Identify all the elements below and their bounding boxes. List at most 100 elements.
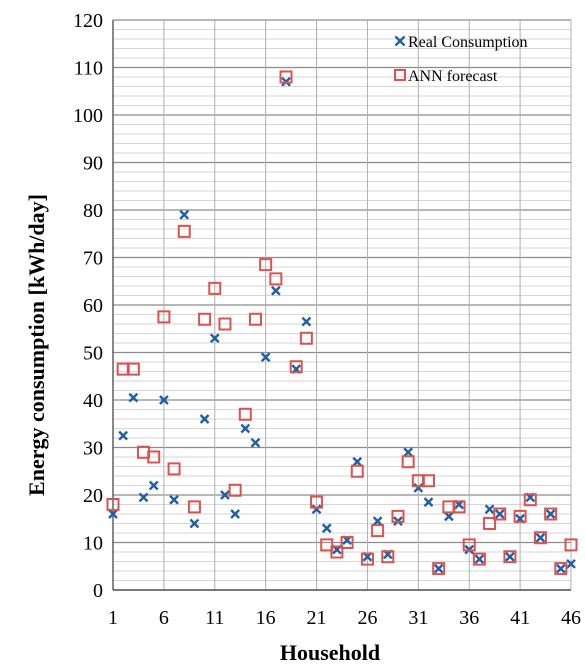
ann-forecast-point <box>299 331 313 345</box>
ann-forecast-point <box>360 552 374 566</box>
ann-forecast-point <box>513 509 527 523</box>
real-consumption-point <box>505 551 515 562</box>
ann-forecast-point <box>350 464 364 478</box>
real-consumption-point <box>189 518 200 529</box>
ann-forecast-point <box>371 524 385 538</box>
y-tick-label: 120 <box>73 10 103 32</box>
ann-forecast-point <box>432 562 446 576</box>
ann-forecast-point <box>147 450 161 464</box>
real-consumption-point <box>535 532 546 543</box>
x-tick-label: 1 <box>108 607 118 629</box>
real-consumption-point <box>494 509 505 519</box>
real-consumption-point <box>301 316 312 327</box>
legend-label-ann: ANN forecast <box>408 68 498 85</box>
real-consumption-point <box>372 516 383 526</box>
real-consumption-point <box>220 490 230 500</box>
ann-forecast-point <box>208 281 222 295</box>
real-consumption-point <box>474 554 485 564</box>
series-ann-forecast <box>106 70 578 576</box>
x-tick-label: 46 <box>561 607 581 629</box>
ann-forecast-point <box>289 360 303 374</box>
real-consumption-point <box>108 509 118 519</box>
x-tick-label: 11 <box>205 607 224 629</box>
ann-forecast-point <box>340 536 354 549</box>
x-tick-label: 31 <box>408 607 428 629</box>
ann-forecast-point <box>483 517 497 530</box>
y-tick-label: 10 <box>83 533 103 555</box>
real-consumption-point <box>199 414 210 424</box>
x-tick-label: 36 <box>459 607 479 629</box>
real-consumption-point <box>352 456 363 467</box>
ann-forecast-point <box>248 312 262 326</box>
y-tick-label: 20 <box>83 485 103 507</box>
ann-forecast-point <box>187 500 201 514</box>
real-consumption-point <box>260 352 271 363</box>
y-tick-label: 40 <box>83 390 103 412</box>
real-consumption-point <box>321 523 332 534</box>
real-consumption-point <box>444 511 454 522</box>
ann-forecast-point <box>401 455 415 469</box>
ann-forecast-point <box>320 538 334 552</box>
real-consumption-point <box>566 559 576 569</box>
legend-marker-ann <box>394 69 406 81</box>
legend: Real Consumption ANN forecast <box>394 34 528 85</box>
ann-forecast-point <box>564 538 578 552</box>
ann-forecast-point <box>533 531 547 545</box>
real-consumption-point <box>138 492 149 503</box>
ann-forecast-point <box>198 312 212 326</box>
ann-forecast-point <box>126 362 140 376</box>
real-consumption-point <box>230 509 240 519</box>
y-tick-label: 50 <box>83 343 103 365</box>
y-tick-label: 0 <box>93 580 103 602</box>
y-tick-label: 60 <box>83 295 103 317</box>
x-tick-label: 41 <box>510 607 530 629</box>
ann-forecast-point <box>279 70 293 84</box>
ann-forecast-point <box>381 550 395 564</box>
x-tick-label: 21 <box>307 607 327 629</box>
real-consumption-point <box>433 563 444 574</box>
real-consumption-point <box>209 333 220 344</box>
legend-marker-real <box>394 35 406 47</box>
y-tick-label: 100 <box>73 105 103 127</box>
y-tick-label: 30 <box>83 438 103 460</box>
x-axis-title: Household <box>280 640 380 665</box>
x-tick-label: 26 <box>357 607 377 629</box>
real-consumption-point <box>423 497 434 507</box>
y-tick-label: 80 <box>83 200 103 222</box>
real-consumption-point <box>311 504 322 515</box>
x-tick-label: 6 <box>159 607 169 629</box>
ann-forecast-point <box>493 507 507 521</box>
real-consumption-point <box>270 285 281 296</box>
real-consumption-point <box>159 395 169 405</box>
legend-label-real: Real Consumption <box>408 34 528 51</box>
real-consumption-point <box>128 392 139 403</box>
ann-forecast-point <box>544 507 558 521</box>
ann-forecast-point <box>462 538 476 552</box>
real-consumption-point <box>413 483 424 493</box>
ann-forecast-point <box>157 310 171 324</box>
ann-forecast-point <box>452 500 466 514</box>
real-consumption-point <box>179 209 190 220</box>
axes <box>112 20 571 591</box>
ann-forecast-point <box>238 407 252 421</box>
y-tick-label: 70 <box>83 248 103 270</box>
real-consumption-point <box>250 437 261 448</box>
ann-forecast-point <box>503 550 517 564</box>
y-tick-label: 90 <box>83 153 103 175</box>
ann-forecast-point <box>167 462 181 476</box>
ann-forecast-point <box>106 498 120 511</box>
ann-forecast-point <box>330 545 344 559</box>
real-consumption-point <box>240 423 251 434</box>
ann-forecast-point <box>554 562 568 576</box>
ann-forecast-point <box>259 258 273 272</box>
ann-forecast-point <box>523 493 537 507</box>
ann-forecast-point <box>422 474 436 488</box>
real-consumption-point <box>555 563 566 574</box>
grid <box>112 19 572 591</box>
real-consumption-point <box>403 447 414 458</box>
real-consumption-point <box>118 430 129 441</box>
real-consumption-point <box>545 509 556 519</box>
